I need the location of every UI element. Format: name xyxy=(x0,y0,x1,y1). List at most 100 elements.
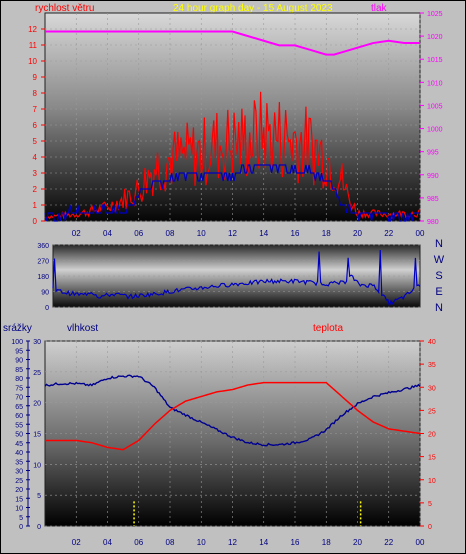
x-tick-label: 22 xyxy=(384,538,393,547)
tick-label-temperature: 30 xyxy=(428,385,436,392)
cardinal-label: S xyxy=(435,270,442,282)
tick-label-pressure: 1000 xyxy=(427,127,443,134)
pressure-label: tlak xyxy=(371,3,388,14)
tick-label-rain: 55 xyxy=(15,422,23,429)
tick-label-wind: 1 xyxy=(33,201,38,210)
x-tick-label: 06 xyxy=(134,538,143,547)
tick-label-rain: 10 xyxy=(15,506,23,513)
tick-label-wind: 9 xyxy=(33,73,38,82)
x-tick-label: 00 xyxy=(416,229,425,238)
tick-label-wind: 3 xyxy=(33,169,38,178)
tick-label-pressure: 990 xyxy=(427,173,439,180)
tick-label-rain: 80 xyxy=(15,376,23,383)
x-tick-label: 04 xyxy=(103,538,112,547)
tick-label-pressure: 1005 xyxy=(427,103,443,110)
chart-title: 24 hour graph day - 15 August 2023 xyxy=(173,3,333,14)
x-tick-label: 00 xyxy=(416,538,425,547)
tick-label-temperature: 15 xyxy=(428,455,436,462)
tick-label-rain: 65 xyxy=(15,404,23,411)
tick-label-pressure: 1025 xyxy=(427,11,443,18)
x-tick-label: 14 xyxy=(259,229,268,238)
tick-label-humidity: 30 xyxy=(33,339,41,346)
tick-label-temperature: 25 xyxy=(428,408,436,415)
tick-label-rain: 85 xyxy=(15,367,23,374)
tick-label-direction: 90 xyxy=(41,290,49,297)
x-tick-label: 22 xyxy=(384,229,393,238)
rain-axis-label: srážky xyxy=(3,323,32,334)
cardinal-label: E xyxy=(435,286,442,298)
tick-label-rain: 5 xyxy=(19,515,23,522)
tick-label-temperature: 5 xyxy=(428,501,432,508)
x-tick-label: 18 xyxy=(322,229,331,238)
x-tick-label: 10 xyxy=(197,229,206,238)
tick-label-direction: 360 xyxy=(37,243,49,250)
tick-label-rain: 45 xyxy=(15,441,23,448)
tick-label-wind: 5 xyxy=(33,137,38,146)
tick-label-pressure: 1015 xyxy=(427,57,443,64)
tick-label-wind: 7 xyxy=(33,105,38,114)
x-tick-label: 16 xyxy=(291,229,300,238)
tick-label-wind: 11 xyxy=(29,41,38,50)
x-tick-label: 12 xyxy=(228,538,237,547)
tick-label-rain: 20 xyxy=(15,487,23,494)
tick-label-rain: 40 xyxy=(15,450,23,457)
temperature-line xyxy=(45,381,421,451)
x-tick-label: 18 xyxy=(322,538,331,547)
tick-label-rain: 35 xyxy=(15,459,23,466)
tick-label-rain: 70 xyxy=(15,395,23,402)
temperature-axis-label: teplota xyxy=(313,323,343,334)
tick-label-wind: 8 xyxy=(33,89,38,98)
cardinal-label: N xyxy=(435,302,443,314)
tick-label-wind: 6 xyxy=(33,121,38,130)
tick-label-rain: 0 xyxy=(19,524,23,531)
tick-label-temperature: 20 xyxy=(428,432,436,439)
tick-label-wind: 0 xyxy=(33,217,38,226)
tick-label-humidity: 25 xyxy=(33,370,41,377)
tick-label-direction: 180 xyxy=(37,274,49,281)
x-tick-label: 14 xyxy=(259,538,268,547)
cardinal-label: N xyxy=(435,238,443,250)
wind-average-line xyxy=(44,164,420,222)
tick-label-humidity: 0 xyxy=(37,524,41,531)
tick-label-wind: 4 xyxy=(33,153,38,162)
tick-label-rain: 30 xyxy=(15,469,23,476)
tick-label-temperature: 35 xyxy=(428,362,436,369)
tick-label-humidity: 10 xyxy=(33,462,41,469)
x-tick-label: 20 xyxy=(353,538,362,547)
x-tick-label: 02 xyxy=(72,538,81,547)
x-tick-label: 04 xyxy=(103,229,112,238)
tick-label-rain: 60 xyxy=(15,413,23,420)
wind-direction-line xyxy=(52,249,421,308)
tick-label-rain: 100 xyxy=(11,339,23,346)
series-layer xyxy=(44,30,421,526)
humidity-line xyxy=(44,374,421,447)
tick-label-temperature: 40 xyxy=(428,339,436,346)
tick-label-rain: 95 xyxy=(15,348,23,355)
tick-label-rain: 90 xyxy=(15,358,23,365)
x-tick-label: 08 xyxy=(166,538,175,547)
tick-label-pressure: 995 xyxy=(427,150,439,157)
cardinal-label: W xyxy=(434,254,445,266)
tick-label-rain: 15 xyxy=(15,496,23,503)
pressure-line xyxy=(45,30,420,56)
x-tick-label: 10 xyxy=(197,538,206,547)
wind-speed-label: rychlost větru xyxy=(35,3,94,14)
tick-label-humidity: 5 xyxy=(37,493,41,500)
x-tick-label: 02 xyxy=(72,229,81,238)
tick-label-humidity: 15 xyxy=(33,432,41,439)
x-tick-label: 20 xyxy=(353,229,362,238)
axis-layer: 0123456789101112980985990995100010051010… xyxy=(11,11,444,547)
tick-label-wind: 2 xyxy=(33,185,38,194)
tick-label-temperature: 10 xyxy=(428,478,436,485)
x-tick-label: 12 xyxy=(228,229,237,238)
tick-label-wind: 10 xyxy=(28,57,37,66)
tick-label-rain: 75 xyxy=(15,385,23,392)
x-tick-label: 16 xyxy=(291,538,300,547)
tick-label-temperature: 0 xyxy=(428,524,432,531)
grid-layer xyxy=(45,13,421,527)
tick-label-direction: 270 xyxy=(37,259,49,266)
humidity-axis-label: vlhkost xyxy=(67,323,98,334)
x-tick-label: 06 xyxy=(134,229,143,238)
